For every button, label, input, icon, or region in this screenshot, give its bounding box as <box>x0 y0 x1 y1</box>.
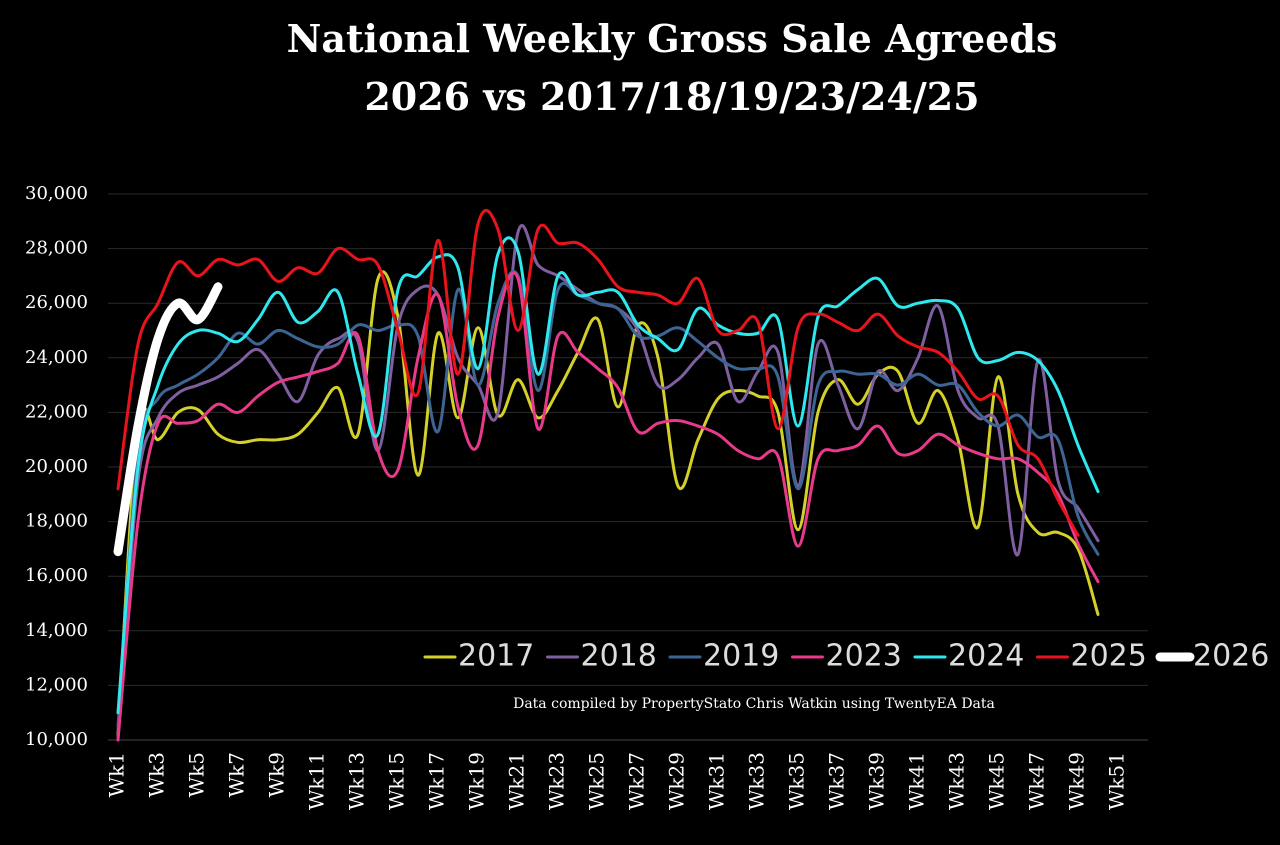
annotation: Data compiled by PropertyStato Chris Wat… <box>513 696 995 712</box>
y-tick-label: 14,000 <box>25 620 88 641</box>
y-tick-label: 24,000 <box>25 347 88 368</box>
x-tick-label: Wk41 <box>905 752 929 810</box>
x-tick-label: Wk23 <box>545 752 569 810</box>
legend-label: 2019 <box>703 639 779 674</box>
x-tick-label: Wk31 <box>705 752 729 810</box>
y-tick-label: 22,000 <box>25 401 88 422</box>
x-tick-label: Wk9 <box>265 752 289 797</box>
x-tick-label: Wk33 <box>745 752 769 810</box>
grid <box>108 193 1148 741</box>
legend-label: 2023 <box>826 639 902 674</box>
x-tick-label: Wk39 <box>865 752 889 810</box>
y-tick-label: 18,000 <box>25 511 88 532</box>
x-tick-label: Wk51 <box>1105 752 1129 810</box>
x-tick-label: Wk35 <box>785 752 809 810</box>
legend-label: 2018 <box>581 639 657 674</box>
x-tick-label: Wk25 <box>585 752 609 810</box>
y-tick-label: 20,000 <box>25 456 88 477</box>
x-tick-label: Wk7 <box>225 752 249 797</box>
y-tick-label: 30,000 <box>25 183 88 204</box>
x-tick-label: Wk49 <box>1065 752 1089 810</box>
series-line <box>116 270 1100 737</box>
series-line <box>116 271 1100 742</box>
chart-title: National Weekly Gross Sale Agreeds <box>287 16 1058 61</box>
legend-label: 2017 <box>458 639 534 674</box>
x-tick-label: Wk37 <box>825 752 849 810</box>
legend-label: 2026 <box>1193 639 1269 674</box>
x-tick-label: Wk29 <box>665 752 689 810</box>
y-tick-label: 12,000 <box>25 674 88 695</box>
x-tick-label: Wk19 <box>465 752 489 810</box>
y-tick-label: 28,000 <box>25 238 88 259</box>
x-tick-label: Wk5 <box>185 752 209 797</box>
series-line <box>116 208 1080 537</box>
x-tick-label: Wk21 <box>505 752 529 810</box>
x-tick-label: Wk47 <box>1025 752 1049 810</box>
chart-subtitle: 2026 vs 2017/18/19/23/24/25 <box>364 74 979 119</box>
legend-label: 2025 <box>1071 639 1147 674</box>
x-tick-label: Wk3 <box>145 752 169 797</box>
x-tick-label: Wk11 <box>305 752 329 810</box>
x-tick-label: Wk13 <box>345 752 369 810</box>
legend-label: 2024 <box>948 639 1024 674</box>
y-tick-label: 10,000 <box>25 729 88 750</box>
x-tick-label: Wk1 <box>105 752 129 797</box>
y-tick-label: 16,000 <box>25 565 88 586</box>
y-tick-label: 26,000 <box>25 292 88 313</box>
x-tick-label: Wk15 <box>385 752 409 810</box>
x-tick-label: Wk27 <box>625 752 649 810</box>
x-tick-label: Wk43 <box>945 752 969 810</box>
x-tick-label: Wk17 <box>425 752 449 810</box>
x-tick-label: Wk45 <box>985 752 1009 810</box>
series-line <box>113 282 223 557</box>
series-line <box>116 236 1100 715</box>
